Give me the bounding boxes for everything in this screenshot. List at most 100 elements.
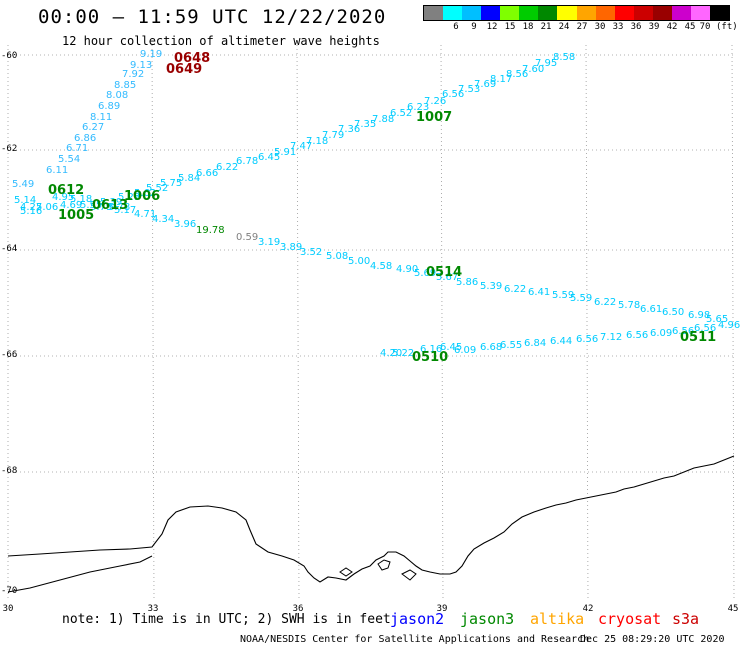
color-scale-label: 18 [522,22,534,32]
wave-height-value: 4.58 [370,261,392,272]
wave-height-value: 6.52 [390,108,412,119]
wave-height-value: 6.50 [662,307,684,318]
pass-time-label: 0511 [680,330,716,345]
wave-height-value: 4.20 [380,348,402,359]
wave-height-value: 4.27 [20,202,42,213]
satellite-legend-item: jason3 [460,610,515,628]
wave-height-value: 3.19 [258,237,280,248]
wave-height-value: 6.16 [420,344,442,355]
wave-height-value: 5.59 [552,290,574,301]
wave-height-value: 4.71 [134,209,156,220]
wave-height-value: 6.11 [46,165,68,176]
wave-height-value: 5.79 [90,202,112,213]
satellite-legend-item: altika [530,610,585,628]
wave-height-value: 5.65 [706,314,728,325]
wave-height-value: 7.35 [354,119,376,130]
color-scale-label: 70 [699,22,711,32]
color-scale-label: 36 [630,22,642,32]
color-swatch [633,6,653,20]
wave-height-value: 5.16 [20,206,42,217]
wave-height-value: 5.78 [618,300,640,311]
color-scale-label: 15 [504,22,516,32]
wave-height-value: 7.79 [322,130,344,141]
color-scale-label: 30 [594,22,606,32]
wave-height-value: 6.09 [650,328,672,339]
wave-height-value: 6.71 [66,143,88,154]
wave-height-value: 6.56 [442,89,464,100]
wave-height-value: 6.22 [504,284,526,295]
wave-height-value: 19.78 [196,225,225,236]
color-scale-label: 24 [558,22,570,32]
wave-height-value: 6.23 [407,102,429,113]
color-swatch [500,6,520,20]
wave-height-value: 6.68 [480,342,502,353]
coastline-island [339,567,353,577]
wave-height-value: 5.69 [414,268,436,279]
longitude-label: 42 [582,604,594,614]
wave-height-value: 7.47 [290,141,312,152]
antarctic-coastline [7,455,735,583]
credit-line: NOAA/NESDIS Center for Satellite Applica… [240,634,590,645]
latitude-label: -64 [1,244,18,254]
latitude-label: -60 [1,51,18,61]
wave-height-value: 6.45 [258,152,280,163]
wave-height-value: 3.52 [300,247,322,258]
wave-height-value: 6.56 [576,334,598,345]
wave-height-value: 3.89 [280,242,302,253]
longitude-label: 45 [727,604,739,614]
coastline-western [7,555,153,593]
wave-height-value: 0.59 [236,232,258,243]
longitude-label: 36 [292,604,304,614]
wave-height-value: 6.44 [550,336,572,347]
wave-height-value: 6.98 [688,310,710,321]
wave-height-value: 5.52 [146,183,168,194]
color-swatch [538,6,558,20]
wave-height-value: 6.56 [626,330,648,341]
wave-height-value: 4.96 [718,320,740,331]
wave-height-value: 8.56 [506,69,528,80]
wave-height-value: 8.17 [490,74,512,85]
pass-time-label: 0612 [48,183,84,198]
graticule [7,44,735,601]
wave-height-value: 6.56 [672,326,694,337]
map-title: 00:00 — 11:59 UTC 12/22/2020 [38,6,387,28]
wave-height-value: 5.91 [274,147,296,158]
wave-height-value: 5.08 [326,251,348,262]
wave-height-value: 5.75 [160,178,182,189]
wave-height-value: 4.90 [396,264,418,275]
wave-height-value: 5.49 [12,179,34,190]
pass-time-label: 0514 [426,265,462,280]
color-scale-bar [423,5,730,21]
wave-height-value: 5.54 [58,154,80,165]
wave-height-tracks: 8.587.957.608.568.177.697.536.567.266.23… [12,49,740,359]
wave-height-value: 4.34 [152,214,174,225]
coastline-island [377,559,391,571]
color-swatch [614,6,634,20]
wave-height-value: 6.86 [74,133,96,144]
wave-height-value: 7.18 [306,136,328,147]
wave-height-value: 5.78 [108,202,130,213]
pass-time-label: 1007 [416,110,452,125]
wave-height-value: 5.06 [36,202,58,213]
color-scale-label: 27 [576,22,588,32]
color-scale-label: 45 [684,22,696,32]
wave-height-value: 6.89 [98,101,120,112]
credit-date: Dec 25 08:29:20 UTC 2020 [580,634,725,645]
wave-height-value: 5.84 [178,173,200,184]
wave-height-value: 5.00 [348,256,370,267]
wave-height-value: 6.41 [528,287,550,298]
wave-height-value: 6.22 [594,297,616,308]
footnote: note: 1) Time is in UTC; 2) SWH is in fe… [62,612,391,627]
color-swatch [481,6,501,20]
wave-height-value: 6.55 [500,340,522,351]
color-swatch [519,6,539,20]
wave-height-value: 9.19 [140,49,162,60]
pass-time-label: 1006 [124,189,160,204]
color-scale-label: 21 [540,22,552,32]
color-scale-label: 9 [471,22,477,32]
wave-height-value: 8.08 [106,90,128,101]
wave-height-value: 5.62 [134,188,156,199]
latitude-label: -66 [1,350,18,360]
